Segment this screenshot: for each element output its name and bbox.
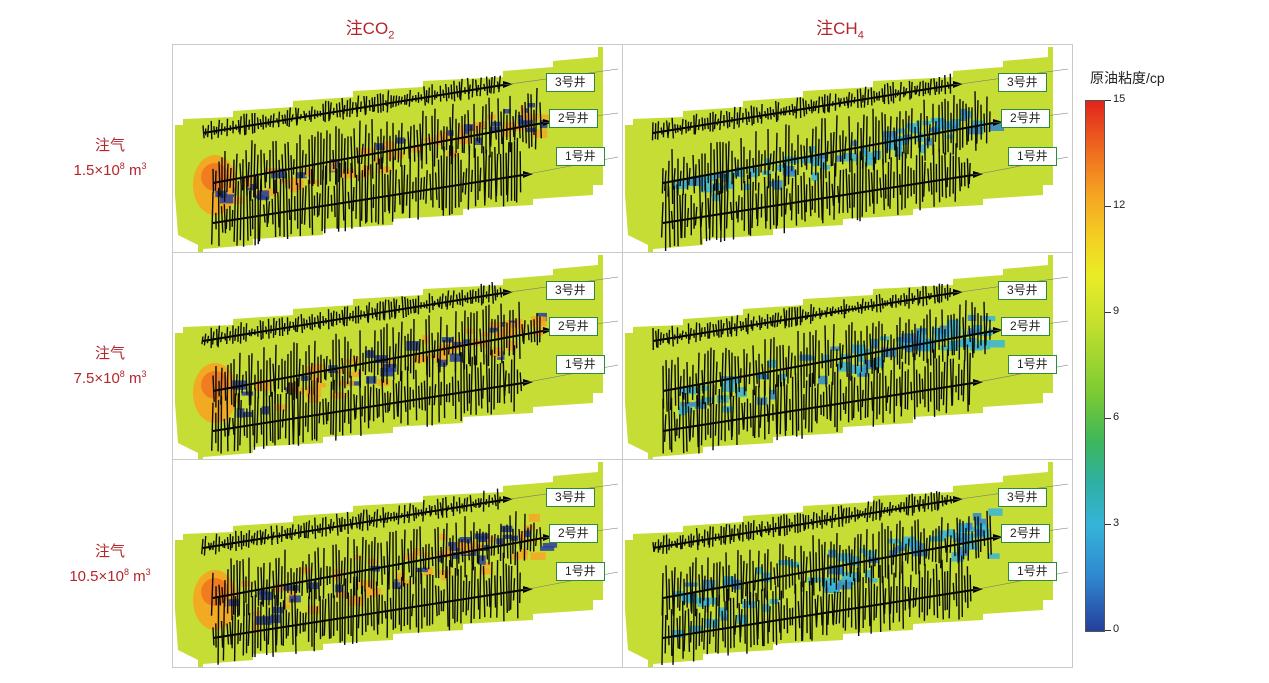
row-label-line2: 10.5×108 m3 — [69, 567, 151, 585]
row-label-line1: 注气 — [94, 345, 125, 362]
colorbar-tick-label: 3 — [1113, 517, 1120, 529]
viscosity-field-map — [175, 255, 619, 460]
colorbar-tick — [1105, 312, 1111, 313]
well-label: 1号井 — [556, 147, 605, 166]
well-label: 3号井 — [546, 488, 595, 507]
well-label: 2号井 — [1001, 317, 1050, 336]
well-label: 1号井 — [1008, 355, 1057, 374]
viscosity-field-map — [625, 255, 1069, 460]
well-label: 1号井 — [556, 355, 605, 374]
well-label: 2号井 — [549, 317, 598, 336]
simulation-panel-grid: 3号井 2号井 1号井 3号井 2号井 1号井 3号井 2号井 1号井 3号井 2号井 1号井 3号井 2… — [172, 44, 1073, 668]
colorbar-tick-label: 15 — [1113, 93, 1126, 105]
column-title-text: 注CH — [816, 19, 858, 38]
well-label: 2号井 — [549, 109, 598, 128]
simulation-panel: 3号井 2号井 1号井 — [172, 459, 623, 668]
colorbar — [1085, 100, 1105, 632]
simulation-panel: 3号井 2号井 1号井 — [622, 459, 1073, 668]
row-label-line2: 1.5×108 m3 — [73, 161, 147, 179]
row-label-line2: 7.5×108 m3 — [73, 369, 147, 387]
well-label: 3号井 — [998, 488, 1047, 507]
row-label-line1: 注气 — [94, 137, 125, 154]
well-label: 1号井 — [556, 562, 605, 581]
row-label-3: 注气 10.5×108 m3 — [40, 542, 180, 587]
well-label: 1号井 — [1008, 562, 1057, 581]
colorbar-tick — [1105, 630, 1111, 631]
colorbar-tick — [1105, 206, 1111, 207]
well-label: 2号井 — [1001, 109, 1050, 128]
simulation-panel: 3号井 2号井 1号井 — [172, 44, 623, 253]
well-label: 3号井 — [546, 73, 595, 92]
simulation-panel: 3号井 2号井 1号井 — [622, 252, 1073, 461]
viscosity-field-map — [175, 462, 619, 667]
column-title-subscript: 4 — [857, 29, 864, 42]
row-label-line1: 注气 — [94, 543, 125, 560]
well-label: 2号井 — [1001, 524, 1050, 543]
well-label: 3号井 — [998, 281, 1047, 300]
colorbar-tick-label: 12 — [1113, 199, 1126, 211]
column-title-text: 注CO — [345, 19, 389, 38]
simulation-panel: 3号井 2号井 1号井 — [622, 44, 1073, 253]
viscosity-field-map — [175, 47, 619, 252]
colorbar-tick-label: 6 — [1113, 411, 1120, 423]
row-label-2: 注气 7.5×108 m3 — [40, 344, 180, 389]
colorbar-tick-label: 9 — [1113, 305, 1120, 317]
row-label-1: 注气 1.5×108 m3 — [40, 136, 180, 181]
well-label: 3号井 — [546, 281, 595, 300]
viscosity-field-map — [625, 462, 1069, 667]
colorbar-tick — [1105, 524, 1111, 525]
simulation-panel: 3号井 2号井 1号井 — [172, 252, 623, 461]
colorbar-tick — [1105, 418, 1111, 419]
column-title-co2: 注CO2 — [270, 14, 470, 41]
column-title-ch4: 注CH4 — [740, 14, 940, 41]
colorbar-tick-label: 0 — [1113, 623, 1120, 635]
well-label: 3号井 — [998, 73, 1047, 92]
colorbar-title: 原油粘度/cp — [1090, 70, 1165, 86]
column-title-subscript: 2 — [388, 29, 395, 42]
well-label: 2号井 — [549, 524, 598, 543]
well-label: 1号井 — [1008, 147, 1057, 166]
viscosity-field-map — [625, 47, 1069, 252]
colorbar-tick — [1105, 100, 1111, 101]
